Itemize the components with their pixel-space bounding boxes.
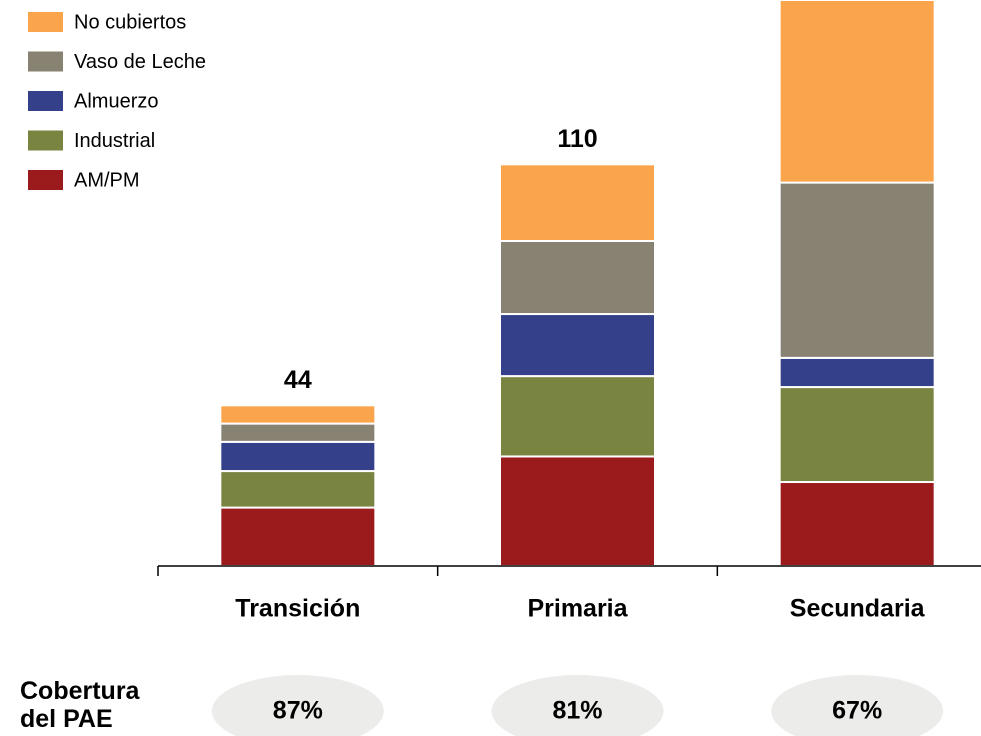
- bar-segment: [219, 422, 377, 443]
- bar-segment: [219, 470, 377, 509]
- bar-segment: [778, 0, 936, 184]
- coverage-value: 81%: [552, 697, 602, 725]
- coverage-ellipse: [211, 675, 384, 736]
- bar-segment: [499, 375, 656, 458]
- bar-segment: [778, 386, 936, 484]
- legend-swatch: [28, 170, 63, 190]
- total-label: 110: [557, 125, 597, 153]
- bar-segment: [499, 313, 656, 378]
- total-label: 44: [284, 366, 312, 394]
- legend-label: AM/PM: [74, 169, 140, 191]
- bar-segment: [499, 163, 656, 243]
- coverage-value: 67%: [832, 697, 882, 725]
- bar-segment: [219, 506, 377, 567]
- legend-swatch: [28, 51, 63, 72]
- legend-label: Industrial: [74, 130, 155, 152]
- legend-label: No cubiertos: [74, 11, 186, 33]
- coverage-label: Cobertura del PAE: [20, 677, 140, 733]
- x-tick-label: Secundaria: [790, 595, 926, 623]
- bar-segment: [778, 181, 936, 359]
- legend-swatch: [28, 91, 63, 111]
- legend-label: Vaso de Leche: [74, 51, 206, 73]
- coverage-value: 87%: [273, 697, 323, 725]
- legend-swatch: [28, 12, 63, 32]
- coverage-ellipse: [491, 675, 664, 736]
- bar-segment: [219, 404, 377, 425]
- bar-segment: [778, 356, 936, 389]
- bar-segment: [499, 240, 656, 316]
- x-tick-label: Primaria: [527, 595, 628, 623]
- x-tick-label: Transición: [235, 595, 360, 623]
- bar-segment: [219, 440, 377, 473]
- coverage-ellipse: [771, 675, 944, 736]
- bar-segment: [499, 455, 656, 567]
- legend-label: Almuerzo: [74, 90, 158, 112]
- bar-segment: [778, 481, 936, 568]
- legend-swatch: [28, 130, 63, 151]
